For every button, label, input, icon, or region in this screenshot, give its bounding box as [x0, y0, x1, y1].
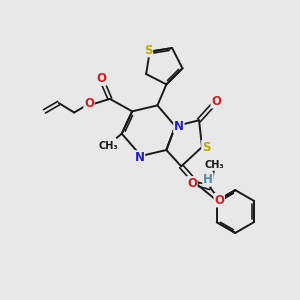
Text: O: O [84, 97, 94, 110]
Text: O: O [96, 72, 106, 85]
Text: O: O [211, 95, 221, 108]
Text: CH₃: CH₃ [205, 160, 224, 170]
Text: O: O [187, 177, 197, 190]
Text: S: S [144, 44, 152, 57]
Text: CH₃: CH₃ [99, 141, 118, 151]
Text: S: S [202, 140, 210, 154]
Text: H: H [203, 173, 213, 186]
Text: O: O [214, 194, 224, 207]
Text: N: N [135, 151, 145, 164]
Text: N: N [174, 120, 184, 133]
